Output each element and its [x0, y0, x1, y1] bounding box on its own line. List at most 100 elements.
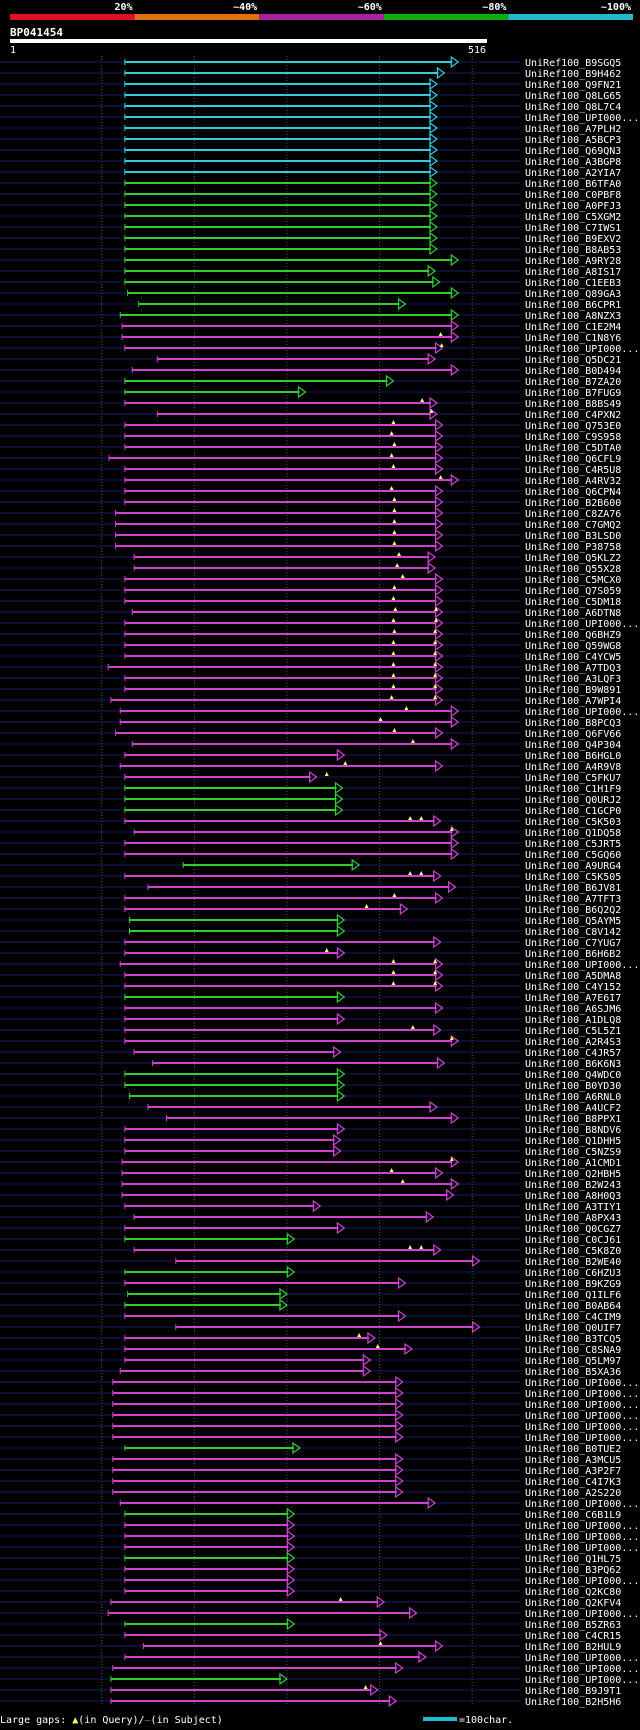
hit-label[interactable]: UniRef100_C6HZU3	[525, 1268, 621, 1279]
hit-label[interactable]: UniRef100_C5NZS9	[525, 1147, 621, 1158]
hit-label[interactable]: UniRef100_A7TFT3	[525, 894, 621, 905]
hit-label[interactable]: UniRef100_A2R4S3	[525, 1037, 621, 1048]
hit-row[interactable]: UniRef100_C5FKU7	[0, 770, 621, 784]
hit-label[interactable]: UniRef100_A5BCP3	[525, 135, 621, 146]
hit-row[interactable]: UniRef100_A2R4S3	[0, 1034, 621, 1048]
hit-row[interactable]: UniRef100_B2H5H6	[0, 1694, 621, 1708]
hit-label[interactable]: UniRef100_B2HUL9	[525, 1642, 621, 1653]
hit-label[interactable]: UniRef100_UPI000...	[525, 1664, 639, 1675]
hit-row[interactable]: UniRef100_C5L5Z1	[0, 1023, 621, 1037]
hit-label[interactable]: UniRef100_C8SNA9	[525, 1345, 621, 1356]
hit-label[interactable]: UniRef100_UPI000...	[525, 1389, 639, 1400]
hit-label[interactable]: UniRef100_UPI000...	[525, 619, 639, 630]
hit-row[interactable]: UniRef100_A7TFT3	[0, 891, 621, 905]
hit-row[interactable]: UniRef100_A3TIY1	[0, 1199, 621, 1213]
hit-label[interactable]: UniRef100_B2B600	[525, 498, 621, 509]
hit-row[interactable]: UniRef100_P38758	[0, 539, 621, 553]
hit-row[interactable]: UniRef100_UPI000...	[0, 1375, 639, 1389]
hit-label[interactable]: UniRef100_C4Y152	[525, 982, 621, 993]
hit-row[interactable]: UniRef100_B8PPX1	[0, 1111, 621, 1125]
hit-row[interactable]: UniRef100_A9RY28	[0, 253, 621, 267]
hit-row[interactable]: UniRef100_C6HZU3	[0, 1265, 621, 1279]
hit-row[interactable]: UniRef100_B6JV81	[0, 880, 621, 894]
hit-row[interactable]: UniRef100_UPI000...	[0, 1386, 639, 1400]
hit-row[interactable]: UniRef100_UPI000...	[0, 1573, 639, 1587]
hit-row[interactable]: UniRef100_A3BGP8	[0, 154, 621, 168]
hit-label[interactable]: UniRef100_A3TIY1	[525, 1202, 621, 1213]
hit-label[interactable]: UniRef100_B8NDV6	[525, 1125, 621, 1136]
hit-label[interactable]: UniRef100_B3LSD0	[525, 531, 621, 542]
hit-row[interactable]: UniRef100_UPI000...	[0, 1540, 639, 1554]
hit-label[interactable]: UniRef100_Q0URJ2	[525, 795, 621, 806]
hit-row[interactable]: UniRef100_A3P2F7	[0, 1463, 621, 1477]
hit-row[interactable]: UniRef100_Q2HBH5	[0, 1166, 621, 1180]
hit-label[interactable]: UniRef100_UPI000...	[525, 707, 639, 718]
hit-label[interactable]: UniRef100_B0TUE2	[525, 1444, 621, 1455]
hit-label[interactable]: UniRef100_A6DTN8	[525, 608, 621, 619]
hit-row[interactable]: UniRef100_A7TDQ3	[0, 660, 621, 674]
hit-row[interactable]: UniRef100_C4Y152	[0, 979, 621, 993]
hit-row[interactable]: UniRef100_UPI000...	[0, 1672, 639, 1686]
hit-row[interactable]: UniRef100_Q2KC80	[0, 1584, 621, 1598]
hit-label[interactable]: UniRef100_B6TFA0	[525, 179, 621, 190]
hit-row[interactable]: UniRef100_UPI000...	[0, 1606, 639, 1620]
hit-row[interactable]: UniRef100_C5DTA0	[0, 440, 621, 454]
hit-label[interactable]: UniRef100_B6JV81	[525, 883, 621, 894]
hit-row[interactable]: UniRef100_C5XGM2	[0, 209, 621, 223]
hit-row[interactable]: UniRef100_B0AB64	[0, 1298, 621, 1312]
hit-label[interactable]: UniRef100_A7WPI4	[525, 696, 621, 707]
hit-label[interactable]: UniRef100_B8PCQ3	[525, 718, 621, 729]
hit-label[interactable]: UniRef100_Q8L7C4	[525, 102, 621, 113]
hit-row[interactable]: UniRef100_B6Q2Q2	[0, 902, 621, 916]
hit-row[interactable]: UniRef100_C9S958	[0, 429, 621, 443]
hit-label[interactable]: UniRef100_C7IWS1	[525, 223, 621, 234]
hit-label[interactable]: UniRef100_UPI000...	[525, 1422, 639, 1433]
hit-label[interactable]: UniRef100_Q5AYM5	[525, 916, 621, 927]
hit-label[interactable]: UniRef100_C4R5U8	[525, 465, 621, 476]
hit-row[interactable]: UniRef100_Q59WG8	[0, 638, 621, 652]
hit-label[interactable]: UniRef100_UPI000...	[525, 1543, 639, 1554]
hit-row[interactable]: UniRef100_Q4WDC0	[0, 1067, 621, 1081]
hit-row[interactable]: UniRef100_B0D494	[0, 363, 621, 377]
hit-row[interactable]: UniRef100_Q0CGZ7	[0, 1221, 621, 1235]
hit-label[interactable]: UniRef100_Q4WDC0	[525, 1070, 621, 1081]
hit-label[interactable]: UniRef100_C4YCW5	[525, 652, 621, 663]
hit-row[interactable]: UniRef100_C0PBF8	[0, 187, 621, 201]
hit-row[interactable]: UniRef100_C4CR15	[0, 1628, 621, 1642]
hit-label[interactable]: UniRef100_UPI000...	[525, 960, 639, 971]
hit-row[interactable]: UniRef100_C4YCW5	[0, 649, 621, 663]
hit-row[interactable]: UniRef100_C7YUG7	[0, 935, 621, 949]
hit-label[interactable]: UniRef100_Q1DHH5	[525, 1136, 621, 1147]
hit-row[interactable]: UniRef100_B9H462	[0, 66, 621, 80]
hit-label[interactable]: UniRef100_C5DTA0	[525, 443, 621, 454]
hit-row[interactable]: UniRef100_A6DTN8	[0, 605, 621, 619]
hit-row[interactable]: UniRef100_B9W891	[0, 682, 621, 696]
hit-label[interactable]: UniRef100_C5FKU7	[525, 773, 621, 784]
hit-row[interactable]: UniRef100_C4R5U8	[0, 462, 621, 476]
hit-row[interactable]: UniRef100_B8AB53	[0, 242, 621, 256]
hit-label[interactable]: UniRef100_B6K6N3	[525, 1059, 621, 1070]
hit-label[interactable]: UniRef100_Q6CPN4	[525, 487, 621, 498]
hit-row[interactable]: UniRef100_B6HGL0	[0, 748, 621, 762]
hit-label[interactable]: UniRef100_B5XA36	[525, 1367, 621, 1378]
hit-label[interactable]: UniRef100_A0PFJ3	[525, 201, 621, 212]
hit-row[interactable]: UniRef100_UPI000...	[0, 704, 639, 718]
hit-row[interactable]: UniRef100_UPI000...	[0, 110, 639, 124]
hit-row[interactable]: UniRef100_A8PX43	[0, 1210, 621, 1224]
hit-label[interactable]: UniRef100_C7GMQ2	[525, 520, 621, 531]
hit-row[interactable]: UniRef100_C5JRT5	[0, 836, 621, 850]
hit-row[interactable]: UniRef100_A7E6I7	[0, 990, 621, 1004]
hit-row[interactable]: UniRef100_Q5AYM5	[0, 913, 621, 927]
hit-label[interactable]: UniRef100_C5MCX0	[525, 575, 621, 586]
hit-label[interactable]: UniRef100_P38758	[525, 542, 621, 553]
hit-label[interactable]: UniRef100_Q2KFV4	[525, 1598, 621, 1609]
hit-row[interactable]: UniRef100_A6SJM6	[0, 1001, 621, 1015]
hit-row[interactable]: UniRef100_Q1HL75	[0, 1551, 621, 1565]
hit-row[interactable]: UniRef100_A7PLH2	[0, 121, 621, 135]
hit-label[interactable]: UniRef100_UPI000...	[525, 1499, 639, 1510]
hit-row[interactable]: UniRef100_UPI000...	[0, 1518, 639, 1532]
hit-label[interactable]: UniRef100_C5K8Z0	[525, 1246, 621, 1257]
hit-label[interactable]: UniRef100_C5K505	[525, 872, 621, 883]
hit-label[interactable]: UniRef100_UPI000...	[525, 1609, 639, 1620]
hit-label[interactable]: UniRef100_Q2KC80	[525, 1587, 621, 1598]
